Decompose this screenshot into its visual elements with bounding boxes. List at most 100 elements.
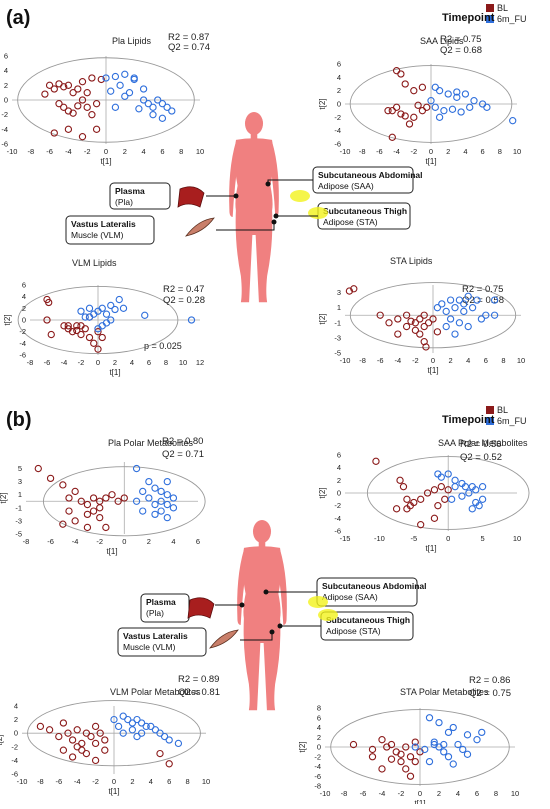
x-tick-label: 8 xyxy=(186,777,190,786)
x-tick-label: -2 xyxy=(96,537,103,546)
point-bl xyxy=(59,746,68,754)
point-6m-fu xyxy=(440,748,448,756)
x-tick-label: 6 xyxy=(484,356,488,365)
point-bl xyxy=(418,83,427,91)
point-bl xyxy=(83,89,91,97)
point-6m-fu xyxy=(477,315,486,323)
point-bl xyxy=(59,719,68,727)
point-bl xyxy=(78,133,87,141)
q2-label: Q2 = 0.74 xyxy=(168,42,210,53)
x-tick-label: 4 xyxy=(149,777,153,786)
point-bl xyxy=(91,739,100,748)
saa-callout-b-text: Subcutaneous Abdominal xyxy=(322,581,427,591)
point-6m-fu xyxy=(163,491,171,499)
point-6m-fu xyxy=(458,492,466,500)
plasma-callout: Plasma(Pla) xyxy=(109,182,171,210)
point-bl xyxy=(397,757,405,766)
x-tick-label: -2 xyxy=(398,789,405,798)
r2-label: R2 = 0.87 xyxy=(168,32,209,43)
adipose-highlight xyxy=(318,609,338,621)
x-tick-label: -4 xyxy=(393,147,400,156)
x-tick-label: -4 xyxy=(379,789,386,798)
point-bl xyxy=(410,87,418,95)
point-bl xyxy=(350,285,358,293)
x-tick-label: -10 xyxy=(374,534,385,543)
y-tick-label: -4 xyxy=(1,125,8,134)
saa-callout-text: Subcutaneous Abdominal xyxy=(318,170,423,180)
legend-swatch xyxy=(486,4,494,12)
point-bl xyxy=(98,333,106,342)
point-bl xyxy=(69,109,77,117)
callout-dot xyxy=(265,181,271,187)
point-bl xyxy=(83,523,92,532)
x-tick-label: -8 xyxy=(27,358,34,367)
point-bl xyxy=(92,100,101,108)
y-tick-label: 3 xyxy=(337,288,341,297)
y-tick-label: 5 xyxy=(18,464,22,473)
point-6m-fu xyxy=(111,72,120,81)
point-6m-fu xyxy=(468,505,476,513)
point-bl xyxy=(402,311,411,319)
callout-dot xyxy=(271,219,277,225)
y-tick-label: -4 xyxy=(19,339,26,348)
point-bl xyxy=(102,523,110,532)
point-bl xyxy=(156,749,164,758)
point-6m-fu xyxy=(158,114,167,122)
hotelling-ellipse xyxy=(17,57,195,143)
x-tick-label: 6 xyxy=(160,147,164,156)
x-tick-label: 10 xyxy=(179,358,187,367)
body-neck xyxy=(250,133,258,140)
body-legs xyxy=(235,208,273,303)
point-6m-fu xyxy=(465,489,473,497)
point-bl xyxy=(407,317,415,325)
y-tick-label: 6 xyxy=(337,451,341,460)
point-6m-fu xyxy=(144,100,152,108)
point-bl xyxy=(91,756,100,765)
point-6m-fu xyxy=(165,736,173,744)
point-bl xyxy=(406,753,415,761)
point-bl xyxy=(165,760,173,768)
point-6m-fu xyxy=(102,319,111,327)
x-tick-label: 6 xyxy=(196,537,200,546)
point-bl xyxy=(423,489,432,497)
point-6m-fu xyxy=(425,757,434,766)
q2-label: Q2 = 0.52 xyxy=(460,452,502,463)
point-6m-fu xyxy=(430,738,438,746)
x-tick-label: 10 xyxy=(202,777,210,786)
x-tick-label: 8 xyxy=(501,356,505,365)
point-6m-fu xyxy=(472,486,480,494)
point-6m-fu xyxy=(444,90,452,98)
scatter-chart: -15 -10 -5 0 5 10 -6 -4 -2 0 2 4 6 t[1] t[2] SAA Polar … xyxy=(318,438,530,553)
point-bl xyxy=(64,322,72,330)
point-6m-fu xyxy=(81,313,89,321)
point-bl xyxy=(403,495,411,503)
point-bl xyxy=(384,107,392,115)
x-tick-label: -5 xyxy=(410,534,417,543)
y-tick-label: 2 xyxy=(317,733,321,742)
point-6m-fu xyxy=(435,87,444,95)
legend-label: BL xyxy=(497,3,508,13)
y-tick-label: -4 xyxy=(11,756,18,765)
point-bl xyxy=(416,315,424,323)
x-tick-label: -8 xyxy=(27,147,34,156)
point-6m-fu xyxy=(473,296,481,304)
sta-callout-b-text: Subcutaneous Thigh xyxy=(326,615,410,625)
x-tick-label: 6 xyxy=(147,358,151,367)
y-tick-label: -2 xyxy=(11,742,18,751)
point-6m-fu xyxy=(151,484,159,492)
legend-label: 6m_FU xyxy=(497,416,527,426)
x-tick-label: -8 xyxy=(23,537,30,546)
point-6m-fu xyxy=(444,728,453,737)
point-bl xyxy=(396,476,404,484)
x-tick-label: 12 xyxy=(196,358,204,367)
scatter-chart: -10-8-6-4-20246810-6-4-20246t[1]t[2]Pla … xyxy=(1,32,210,166)
x-tick-label: -2 xyxy=(410,147,417,156)
scatter-chart: -10 -8 -6 -4 -2 0 2 4 6 8 10-8-6-4-202468t[1]t[2]S… xyxy=(298,675,519,808)
scatter-chart: -10 -8 -6 -4 -2 0 2 4 6 8 10 -6 -4 -2 0 2 4 t[1] t[2] VLM P… xyxy=(0,674,220,796)
y-tick-label: -6 xyxy=(314,772,321,781)
x-tick-label: -2 xyxy=(78,358,85,367)
y-tick-label: -8 xyxy=(314,782,321,791)
x-tick-label: -6 xyxy=(47,537,54,546)
body-diagram xyxy=(237,520,287,711)
